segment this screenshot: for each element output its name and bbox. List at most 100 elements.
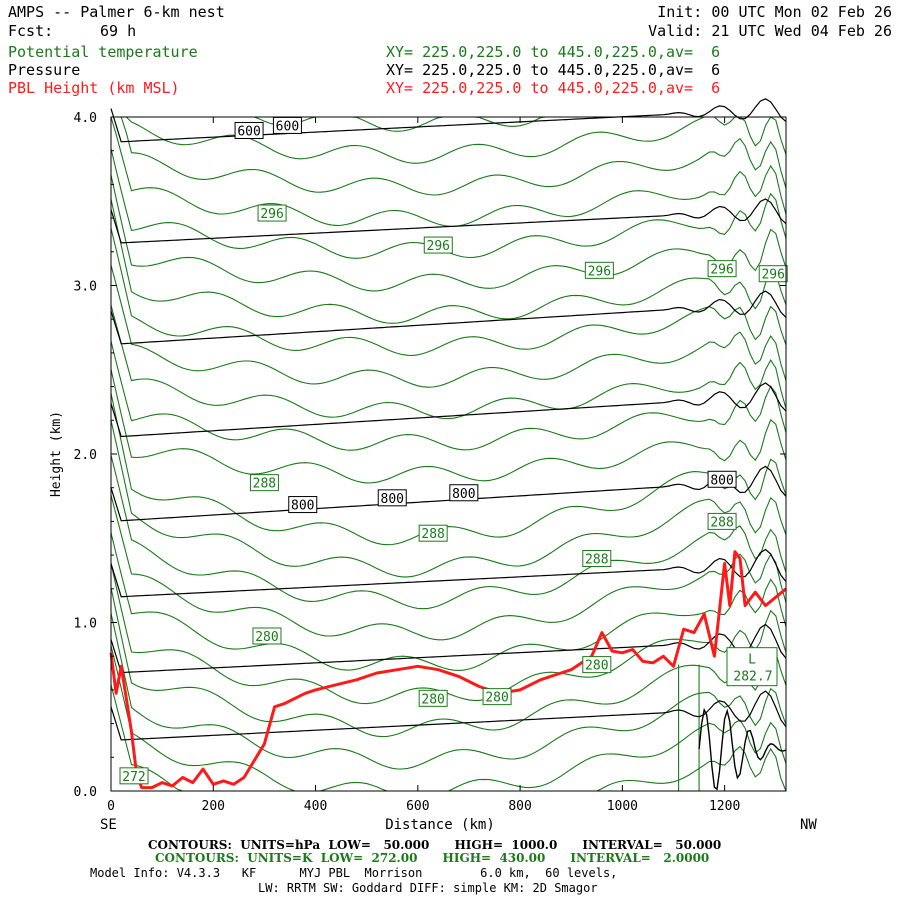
isobar-label: 800 [449, 484, 479, 502]
isobar-label: 800 [377, 489, 407, 507]
x-end-right-label: NW [800, 817, 817, 833]
isentrope-line [110, 393, 787, 546]
chart-title: AMPS -- Palmer 6-km nest [8, 3, 225, 21]
isobar-line [110, 198, 787, 244]
footer-theta-contours: CONTOURS: UNITS=K LOW= 272.00 HIGH= 430.… [155, 851, 710, 865]
field-pressure-xy: XY= 225.0,225.0 to 445.0,225.0,av= 6 [386, 61, 721, 79]
isentrope-label: 280 [252, 627, 282, 645]
isobar-label: 600 [234, 121, 264, 139]
forecast-label: Fcst: [8, 22, 54, 40]
svg-text:800: 800 [291, 499, 314, 514]
isobar-line [110, 548, 787, 598]
svg-text:288: 288 [253, 477, 276, 492]
svg-text:280: 280 [585, 659, 608, 674]
isentrope-line [110, 455, 787, 610]
isobar-line [110, 382, 787, 438]
isentrope-line [110, 684, 787, 792]
svg-text:600: 600 [237, 124, 260, 139]
svg-text:272: 272 [122, 770, 145, 785]
svg-text:L: L [748, 653, 756, 668]
isobar-line [110, 290, 787, 345]
field-pbl-name: PBL Height (km MSL) [8, 79, 180, 97]
isentrope-line [110, 116, 787, 227]
x-tick-label: 200 [202, 799, 225, 814]
y-tick-label: 2.0 [74, 448, 97, 463]
svg-text:296: 296 [260, 207, 283, 222]
isobar-line [110, 690, 787, 741]
isobar-label: 800 [707, 470, 737, 488]
x-tick-label: 400 [304, 799, 327, 814]
isentrope-label: 296 [707, 260, 737, 278]
svg-text:296: 296 [710, 263, 733, 278]
isentrope-line [110, 369, 787, 484]
isentrope-line [110, 264, 787, 388]
y-tick-label: 0.0 [74, 785, 97, 800]
footer-physics-info: LW: RRTM SW: Goddard DIFF: simple KM: 2D… [258, 881, 598, 895]
isentrope-label: 288 [582, 549, 612, 567]
svg-text:296: 296 [427, 239, 450, 254]
isobar-line [110, 623, 787, 674]
field-theta-xy: XY= 225.0,225.0 to 445.0,225.0,av= 6 [386, 43, 721, 61]
isentrope-line [110, 340, 787, 451]
y-tick-label: 1.0 [74, 617, 97, 632]
isentrope-label: 296 [257, 204, 287, 222]
svg-text:800: 800 [381, 492, 404, 507]
svg-text:282.7: 282.7 [733, 670, 772, 685]
isentrope-line [110, 198, 787, 324]
x-axis-label: Distance (km) [385, 817, 495, 833]
svg-text:600: 600 [276, 119, 299, 134]
pbl-height-line [109, 550, 787, 790]
svg-text:288: 288 [585, 552, 608, 567]
field-pressure-name: Pressure [8, 61, 81, 79]
x-end-left-label: SE [100, 817, 117, 833]
field-pbl-xy: XY= 225.0,225.0 to 445.0,225.0,av= 6 [386, 79, 721, 97]
isentrope-line [110, 532, 787, 671]
isentrope-label: 288 [418, 524, 448, 542]
isentrope-line [110, 228, 787, 356]
isobar-label: 600 [272, 116, 302, 134]
isentrope-line [110, 174, 787, 292]
valid-time: Valid: 21 UTC Wed 04 Feb 26 [648, 22, 892, 40]
isentrope-line [110, 587, 787, 738]
y-tick-label: 4.0 [74, 111, 97, 126]
y-tick-label: 3.0 [74, 280, 97, 295]
isentrope-label: 272 [119, 767, 149, 785]
isentrope-line [110, 613, 787, 770]
x-tick-label: 1200 [709, 799, 740, 814]
low-theta-marker: L 282.7 [726, 647, 778, 687]
isentrope-line [110, 563, 787, 705]
x-tick-label: 1000 [607, 799, 638, 814]
x-tick-label: 0 [107, 799, 115, 814]
svg-text:280: 280 [485, 691, 508, 706]
svg-text:288: 288 [710, 515, 733, 530]
field-theta-name: Potential temperature [8, 43, 198, 61]
svg-text:800: 800 [452, 487, 475, 502]
svg-text:280: 280 [421, 692, 444, 707]
isentrope-line [111, 116, 786, 132]
x-tick-label: 600 [406, 799, 429, 814]
isobar-label: 800 [288, 496, 318, 514]
isentrope-label: 296 [423, 236, 453, 254]
isentrope-line [110, 420, 787, 578]
isentrope-line [111, 116, 787, 164]
init-time: Init: 00 UTC Mon 02 Feb 26 [657, 3, 892, 21]
svg-text:296: 296 [761, 268, 784, 283]
footer-pressure-contours: CONTOURS: UNITS=hPa LOW= 50.000 HIGH= 10… [148, 838, 722, 852]
plot-frame [110, 116, 787, 792]
isobar-line [110, 465, 787, 522]
svg-text:296: 296 [588, 264, 611, 279]
x-tick-label: 800 [508, 799, 531, 814]
isentrope-label: 296 [584, 261, 614, 279]
isentrope-line [111, 116, 787, 196]
isobar-surface-spikes [698, 707, 787, 791]
isentrope-label: 288 [249, 474, 279, 492]
forecast-hour: 69 h [100, 22, 137, 40]
isentrope-label: 280 [582, 656, 612, 674]
footer-model-info: Model Info: V4.3.3 KF MYJ PBL Morrison 6… [90, 866, 618, 880]
y-axis-label: Height (km) [49, 411, 64, 497]
svg-text:280: 280 [255, 630, 278, 645]
isentrope-label: 288 [707, 512, 737, 530]
svg-text:288: 288 [421, 527, 444, 542]
isobar-line [110, 98, 787, 143]
